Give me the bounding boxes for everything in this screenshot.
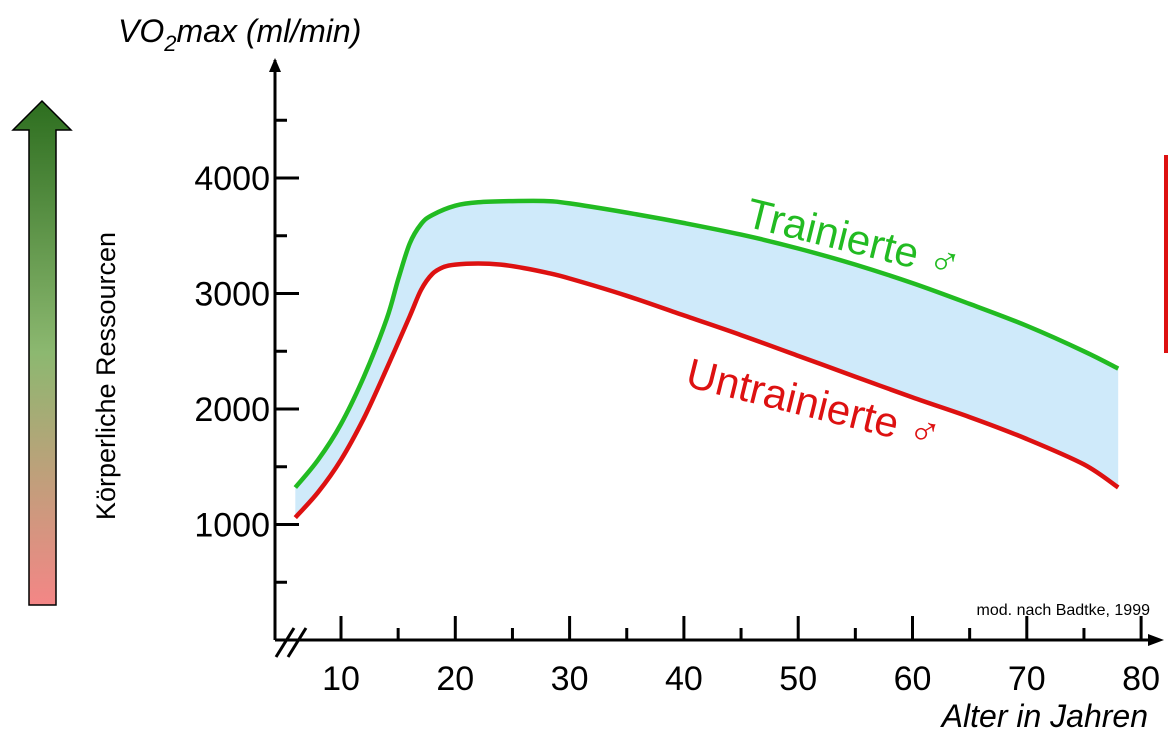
- x-ticks: 10 20 30 40 50 60 70 80: [322, 616, 1160, 698]
- y-tick-label: 4000: [194, 160, 270, 198]
- x-axis-title: Alter in Jahren: [940, 698, 1148, 734]
- x-tick-label: 30: [551, 660, 589, 698]
- x-tick-label: 70: [1008, 660, 1046, 698]
- x-tick-label: 20: [436, 660, 474, 698]
- x-tick-label: 10: [322, 660, 360, 698]
- y-tick-label: 2000: [194, 391, 270, 429]
- series-line-untrainierte: [293, 261, 1120, 520]
- ressourcen-arrow-shape: [11, 99, 73, 606]
- ressourcen-arrow: [11, 99, 73, 606]
- x-tick-label: 80: [1122, 660, 1160, 698]
- x-tick-label: 50: [779, 660, 817, 698]
- side-axis-label: Körperliche Ressourcen: [91, 232, 121, 520]
- y-axis-arrow: [269, 58, 281, 72]
- y-tick-label: 3000: [194, 276, 270, 314]
- x-tick-label: 40: [665, 660, 703, 698]
- y-axis-title: VO2max (ml/min): [118, 13, 361, 56]
- x-axis-arrow: [1148, 634, 1164, 646]
- y-ticks: 1000 2000 3000 4000: [194, 118, 299, 584]
- series-line-trainierte: [293, 198, 1120, 489]
- x-tick-label: 60: [894, 660, 932, 698]
- y-tick-label: 1000: [194, 507, 270, 545]
- x-axis-break: [274, 627, 308, 658]
- range-band: [295, 200, 1119, 518]
- source-note: mod. nach Badtke, 1999: [977, 602, 1151, 619]
